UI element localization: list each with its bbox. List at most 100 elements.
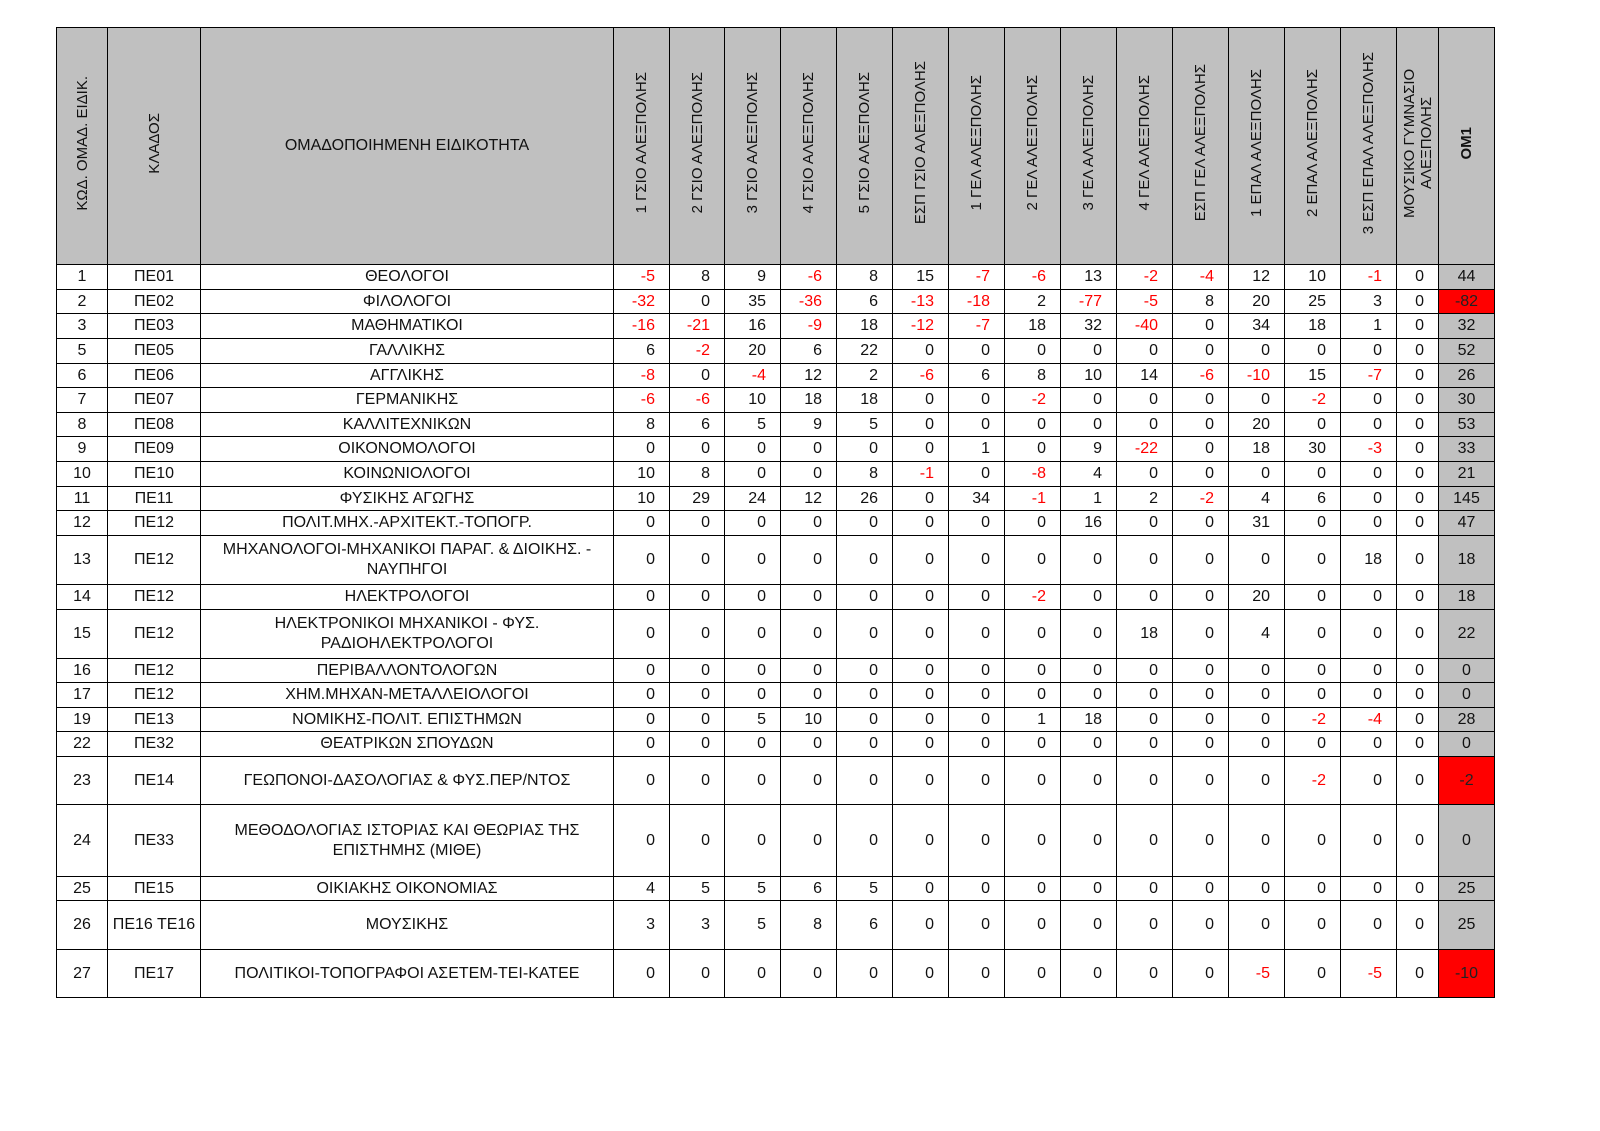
value-cell: 0 xyxy=(948,535,1005,585)
value-cell: 10 xyxy=(613,461,670,487)
value-cell: -18 xyxy=(948,289,1005,314)
value-cell: 0 xyxy=(613,535,670,585)
value-cell: 0 xyxy=(613,658,670,683)
value-cell: 6 xyxy=(836,289,893,314)
value-cell: 6 xyxy=(780,338,837,364)
klados-cell: ΠΕ08 xyxy=(107,412,201,437)
code-cell: 27 xyxy=(56,949,108,998)
header-school: 1 ΓΣΙΟ ΑΛΕΞΠΟΛΗΣ xyxy=(613,27,670,265)
value-cell: 0 xyxy=(1284,412,1341,437)
value-cell: 9 xyxy=(1060,436,1117,462)
value-cell: 12 xyxy=(1228,264,1285,290)
total-cell: 44 xyxy=(1438,264,1495,290)
value-cell: 8 xyxy=(780,900,837,950)
value-cell: 0 xyxy=(1172,609,1229,659)
value-cell: 0 xyxy=(836,949,893,998)
value-cell: 0 xyxy=(948,804,1005,877)
value-cell: 0 xyxy=(1228,338,1285,364)
value-cell: -22 xyxy=(1116,436,1173,462)
header-school: 2 ΓΣΙΟ ΑΛΕΞΠΟΛΗΣ xyxy=(669,27,725,265)
value-cell: 0 xyxy=(669,731,725,757)
code-cell: 23 xyxy=(56,756,108,805)
value-cell: 0 xyxy=(948,900,1005,950)
value-cell: 0 xyxy=(669,363,725,388)
value-cell: 16 xyxy=(1060,510,1117,536)
total-cell: 0 xyxy=(1438,731,1495,757)
header-school: 3 ΓΕΛ ΑΛΕΞΠΟΛΗΣ xyxy=(1060,27,1117,265)
value-cell: 8 xyxy=(836,264,893,290)
header-school: ΕΣΠ ΓΣΙΟ ΑΛΕΞΠΟΛΗΣ xyxy=(892,27,949,265)
value-cell: 0 xyxy=(1004,900,1061,950)
value-cell: 0 xyxy=(669,707,725,732)
value-cell: 6 xyxy=(669,412,725,437)
code-cell: 15 xyxy=(56,609,108,659)
value-cell: -1 xyxy=(892,461,949,487)
value-cell: -32 xyxy=(613,289,670,314)
total-cell: 47 xyxy=(1438,510,1495,536)
value-cell: 8 xyxy=(669,264,725,290)
value-cell: 13 xyxy=(1060,264,1117,290)
value-cell: 1 xyxy=(948,436,1005,462)
value-cell: 0 xyxy=(780,658,837,683)
value-cell: 0 xyxy=(892,804,949,877)
value-cell: 0 xyxy=(948,338,1005,364)
value-cell: 0 xyxy=(1396,584,1439,610)
value-cell: 0 xyxy=(780,804,837,877)
value-cell: 0 xyxy=(613,756,670,805)
table-row: 9 ΠΕ09 ΟΙΚΟΝΟΜΟΛΟΓΟΙ 0 0 0 0 0 0 1 0 9 -22 0 18 30 -3 0 33 xyxy=(56,436,1495,462)
total-cell: 53 xyxy=(1438,412,1495,437)
value-cell: 0 xyxy=(1284,658,1341,683)
table-row: 6 ΠΕ06 ΑΓΓΛΙΚΗΣ -8 0 -4 12 2 -6 6 8 10 14 -6 -10 15 -7 0 2… xyxy=(56,363,1495,388)
header-specialty: ΟΜΑΔΟΠΟΙΗΜΕΝΗ ΕΙΔΙΚΟΤΗΤΑ xyxy=(200,27,614,265)
value-cell: 0 xyxy=(1396,900,1439,950)
header-school-label: 3 ΓΣΙΟ ΑΛΕΞΠΟΛΗΣ xyxy=(744,72,761,214)
value-cell: 0 xyxy=(1228,900,1285,950)
value-cell: 0 xyxy=(1172,436,1229,462)
value-cell: 6 xyxy=(1284,486,1341,511)
specialty-cell: ΦΙΛΟΛΟΓΟΙ xyxy=(200,289,614,314)
code-cell: 8 xyxy=(56,412,108,437)
table-row: 24 ΠΕ33 ΜΕΘΟΔΟΛΟΓΙΑΣ ΙΣΤΟΡΙΑΣ ΚΑΙ ΘΕΩΡΙΑΣ … xyxy=(56,804,1495,877)
value-cell: -13 xyxy=(892,289,949,314)
value-cell: 0 xyxy=(1172,510,1229,536)
value-cell: -77 xyxy=(1060,289,1117,314)
value-cell: -36 xyxy=(780,289,837,314)
code-cell: 9 xyxy=(56,436,108,462)
header-school-label: 1 ΓΕΛ ΑΛΕΞΠΟΛΗΣ xyxy=(968,75,985,211)
value-cell: 0 xyxy=(669,658,725,683)
value-cell: -5 xyxy=(1116,289,1173,314)
value-cell: 0 xyxy=(948,949,1005,998)
value-cell: 0 xyxy=(1116,949,1173,998)
value-cell: 0 xyxy=(1396,264,1439,290)
value-cell: 0 xyxy=(1004,535,1061,585)
value-cell: 0 xyxy=(892,876,949,901)
value-cell: 4 xyxy=(1228,486,1285,511)
code-cell: 17 xyxy=(56,682,108,708)
table-row: 15 ΠΕ12 ΗΛΕΚΤΡΟΝΙΚΟΙ ΜΗΧΑΝΙΚΟΙ - ΦΥΣ. ΡΑΔΙ… xyxy=(56,609,1495,659)
table-row: 14 ΠΕ12 ΗΛΕΚΤΡΟΛΟΓΟΙ 0 0 0 0 0 0 0 -2 0 0 0 20 0 0 0 18 xyxy=(56,584,1495,610)
header-school: 2 ΓΕΛ ΑΛΕΞΠΟΛΗΣ xyxy=(1004,27,1061,265)
specialty-cell: ΗΛΕΚΤΡΟΛΟΓΟΙ xyxy=(200,584,614,610)
value-cell: 0 xyxy=(1396,338,1439,364)
value-cell: 0 xyxy=(1060,682,1117,708)
value-cell: 1 xyxy=(1060,486,1117,511)
value-cell: -2 xyxy=(1004,387,1061,413)
value-cell: 0 xyxy=(1116,584,1173,610)
table-row: 16 ΠΕ12 ΠΕΡΙΒΑΛΛΟΝΤΟΛΟΓΩΝ 0 0 0 0 0 0 0 0 0 0 0 0 0 0 0 0 xyxy=(56,658,1495,683)
value-cell: 0 xyxy=(613,804,670,877)
klados-cell: ΠΕ32 xyxy=(107,731,201,757)
value-cell: 0 xyxy=(1284,731,1341,757)
header-school: 1 ΕΠΑΛ ΑΛΕΞΠΟΛΗΣ xyxy=(1228,27,1285,265)
total-cell: -82 xyxy=(1438,289,1495,314)
value-cell: 0 xyxy=(836,707,893,732)
value-cell: 0 xyxy=(1228,387,1285,413)
header-school-label: ΕΣΠ ΓΣΙΟ ΑΛΕΞΠΟΛΗΣ xyxy=(912,61,929,225)
value-cell: 6 xyxy=(613,338,670,364)
value-cell: 0 xyxy=(613,949,670,998)
total-cell: 28 xyxy=(1438,707,1495,732)
value-cell: 0 xyxy=(724,658,781,683)
value-cell: 9 xyxy=(724,264,781,290)
value-cell: 10 xyxy=(613,486,670,511)
value-cell: 5 xyxy=(724,412,781,437)
total-cell: -2 xyxy=(1438,756,1495,805)
